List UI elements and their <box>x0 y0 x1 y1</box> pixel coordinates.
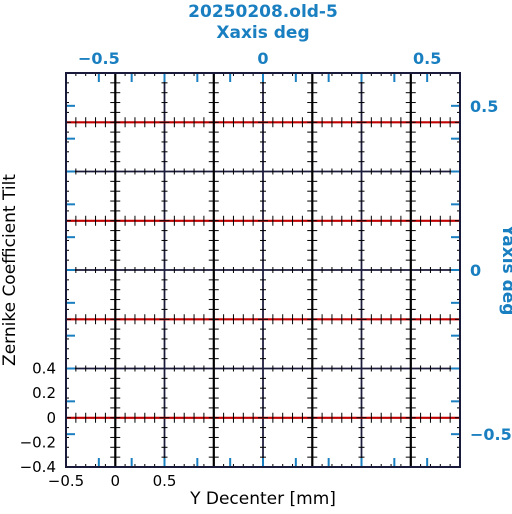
subplot-y-tick-label: 0.4 <box>32 360 56 378</box>
right-axis-tick-label: −0.5 <box>470 425 512 444</box>
right-axis-tick-label: 0.5 <box>470 97 498 116</box>
top-axis-tick-label: 0.5 <box>413 49 441 68</box>
subplot-y-axis-label: Zernike Coefficient Tilt <box>0 174 20 366</box>
plot-frame <box>65 72 461 468</box>
top-axis-tick-label: 0 <box>257 49 268 68</box>
subplot-x-axis-label: Y Decenter [mm] <box>189 489 336 509</box>
subplot-y-tick-label: 0.2 <box>32 384 56 402</box>
subplot-y-tick-label: 0 <box>46 409 56 427</box>
subplot-x-tick-label: 0.5 <box>153 472 177 490</box>
subplot-y-tick-label: −0.2 <box>20 433 56 451</box>
right-axis-tick-label: 0 <box>470 261 481 280</box>
top-axis-tick-label: −0.5 <box>78 49 120 68</box>
chart-title: 20250208.old-5 <box>188 2 338 22</box>
subplot-x-tick-label: −0.5 <box>48 472 84 490</box>
subplot-x-tick-label: 0 <box>110 472 120 490</box>
top-axis-label: Xaxis deg <box>216 23 309 43</box>
subplot-y-tick-label: −0.4 <box>20 458 56 476</box>
right-axis-label: Yaxis deg <box>498 224 512 316</box>
